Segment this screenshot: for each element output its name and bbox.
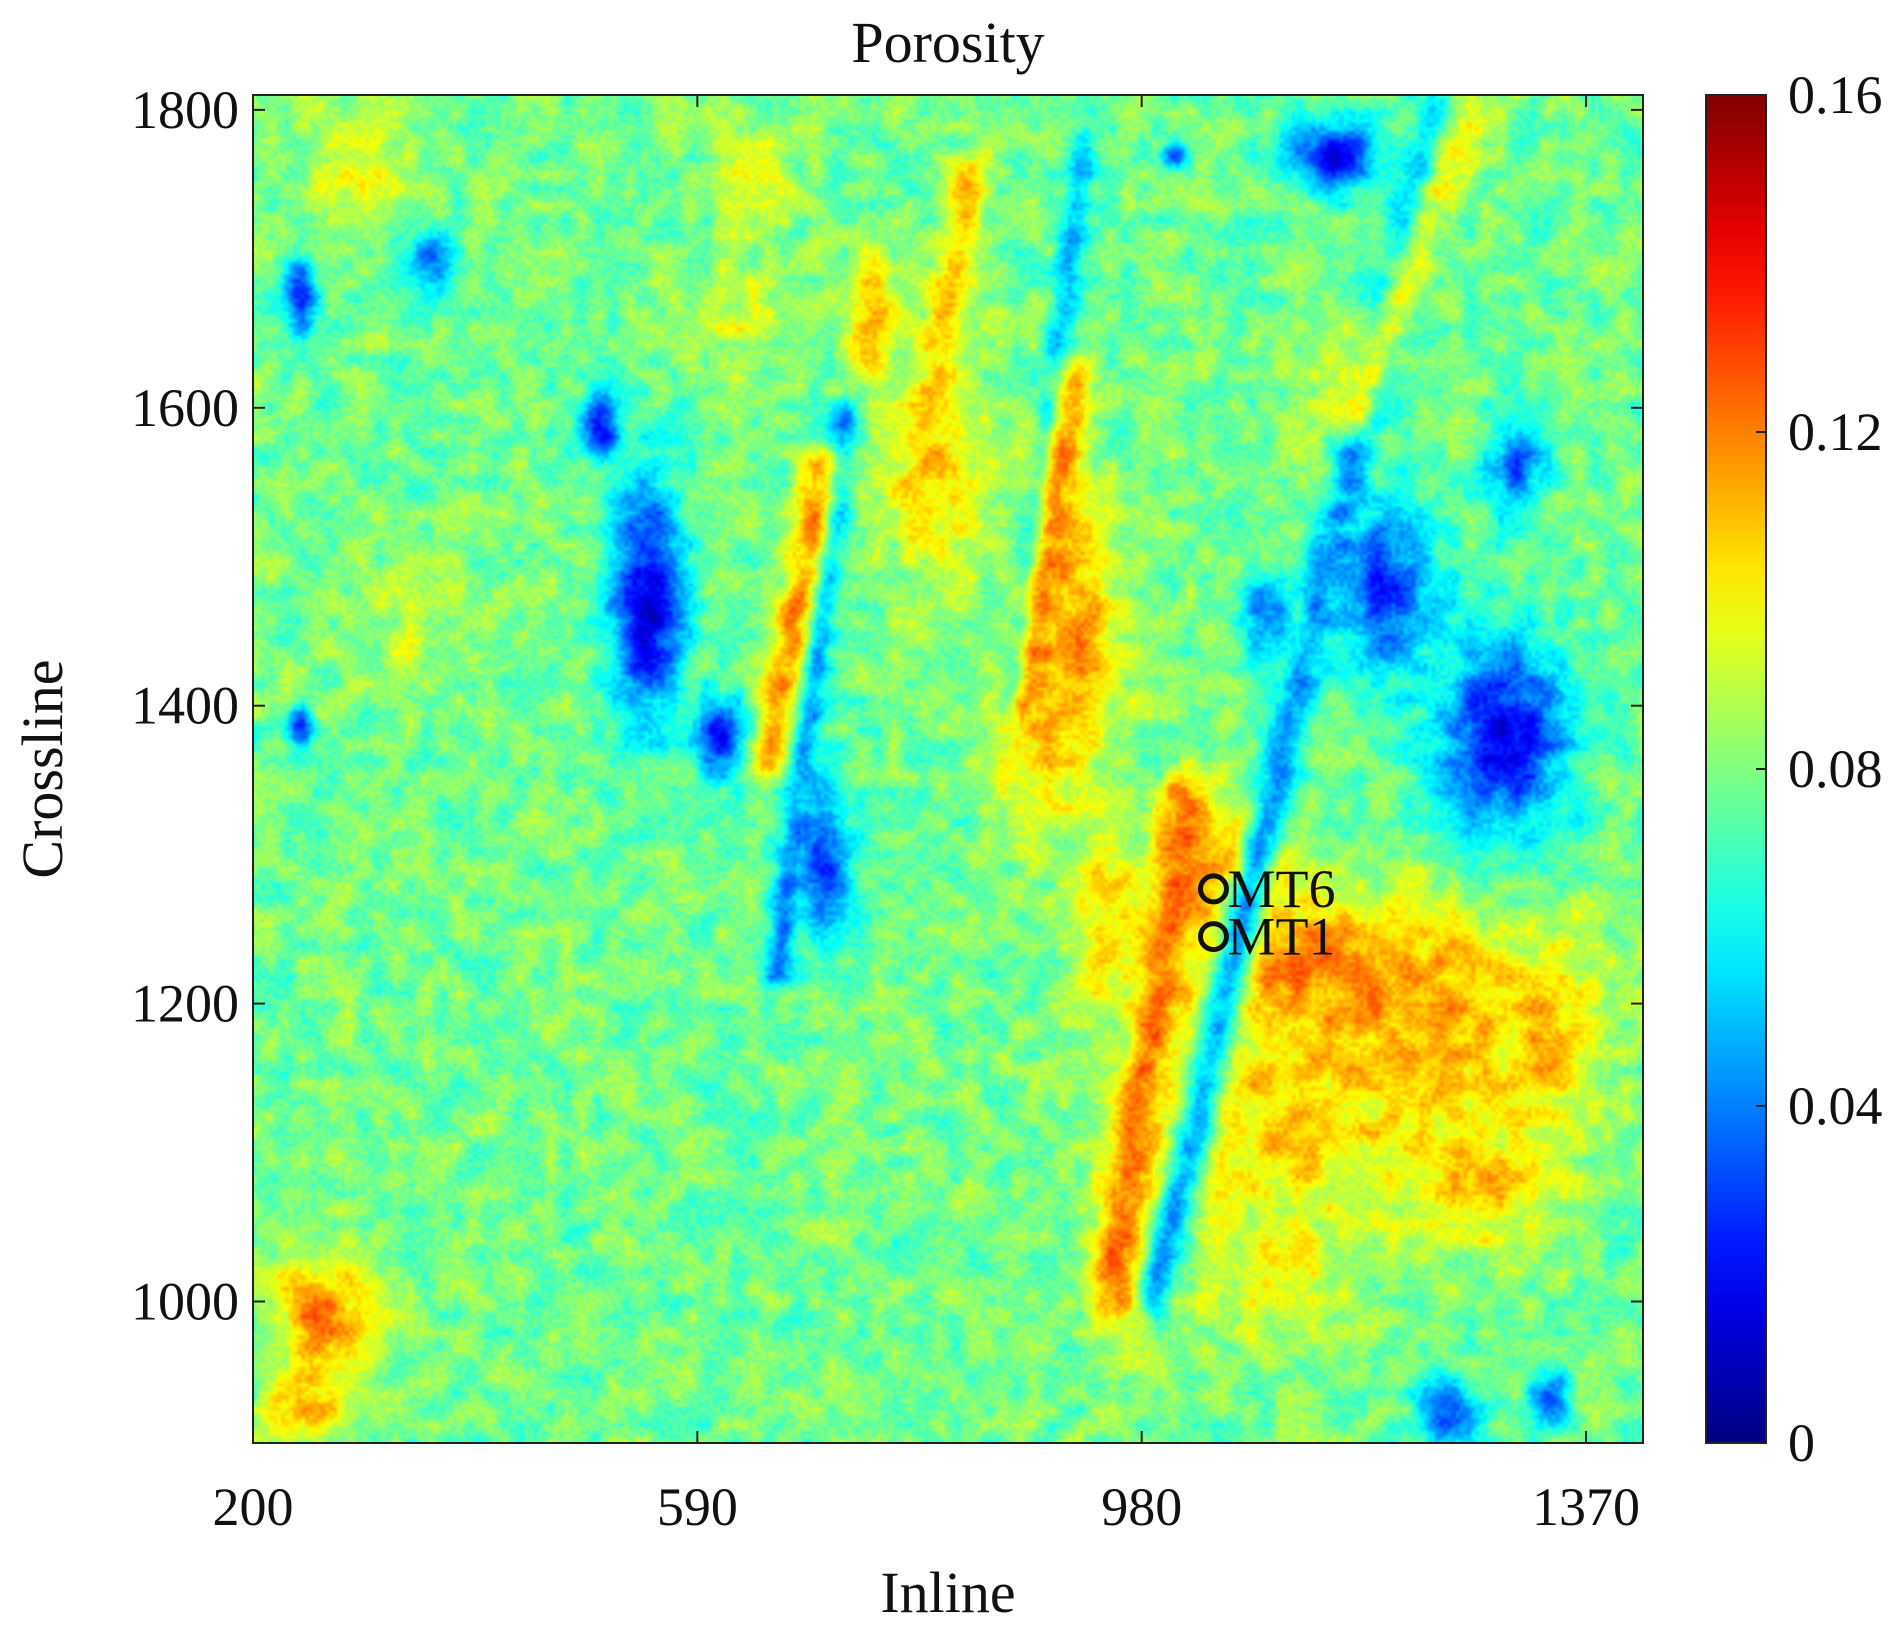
heatmap-image [253,95,1643,1443]
plot-frame [252,94,1644,1444]
y-tick-label: 1000 [131,1271,239,1331]
y-axis-label: Crossline [10,659,75,878]
heatmap-surface [253,95,1643,1443]
well-label: MT6 [1227,859,1335,919]
x-tick-label: 980 [1101,1477,1182,1537]
x-tick-label: 200 [213,1477,294,1537]
y-tick-label: 1200 [131,974,239,1034]
colorbar-ticks: 0 0.04 0.08 0.12 0.16 [1756,65,1883,1473]
y-tick-label: 1800 [131,80,239,140]
colorbar-tick-label: 0.08 [1788,739,1883,799]
well-marker [1197,921,1229,953]
colorbar-tick-label: 0 [1788,1413,1815,1473]
x-axis: 200 590 980 1370 [213,95,1640,1537]
x-tick-label: 1370 [1532,1477,1640,1537]
colorbar-tick-label: 0.12 [1788,402,1883,462]
x-axis-label: Inline [880,1560,1015,1625]
chart-title: Porosity [851,10,1044,75]
colorbar-tick-label: 0.04 [1788,1076,1883,1136]
well-label: MT1 [1227,907,1335,967]
y-tick-label: 1400 [131,676,239,736]
y-tick-label: 1600 [131,378,239,438]
y-axis: 1000 1200 1400 1600 1800 [131,80,1643,1331]
colorbar-tick-label: 0.16 [1788,65,1883,125]
well-marker [1197,873,1229,905]
x-tick-label: 590 [657,1477,738,1537]
